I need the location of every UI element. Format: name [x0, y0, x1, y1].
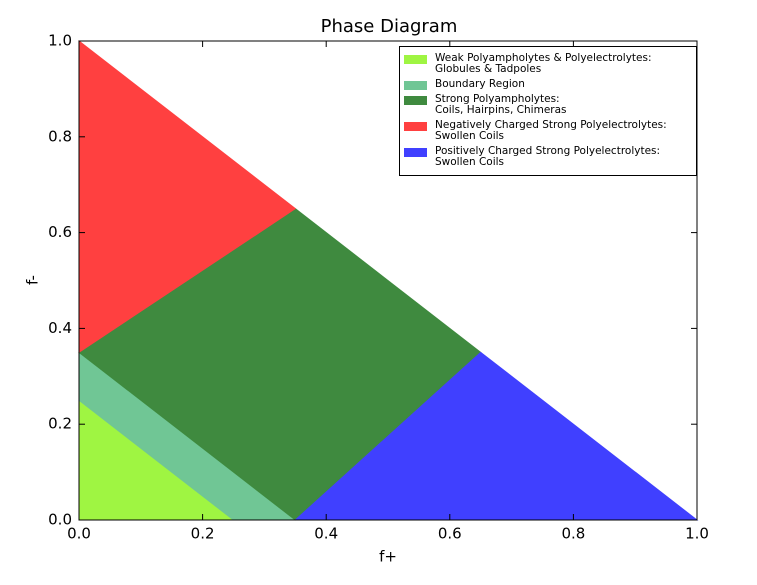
legend-entry: Boundary Region	[404, 79, 696, 90]
y-tick-label: 0.2	[48, 415, 72, 433]
legend-label: Boundary Region	[435, 78, 525, 90]
x-axis-label: f+	[379, 548, 397, 566]
legend-entry: Weak Polyampholytes & Polyelectrolytes: …	[404, 53, 696, 75]
legend-label: Weak Polyampholytes & Polyelectrolytes: …	[435, 52, 652, 75]
legend-label: Negatively Charged Strong Polyelectrolyt…	[435, 119, 667, 142]
plot-frame	[78, 40, 698, 521]
x-tick-label: 0.8	[561, 525, 585, 543]
legend-label: Positively Charged Strong Polyelectrolyt…	[435, 145, 661, 168]
legend-entry: Strong Polyampholytes: Coils, Hairpins, …	[404, 94, 696, 116]
legend-swatch	[404, 122, 427, 131]
y-axis-label: f-	[24, 275, 42, 285]
x-tick-label: 0.6	[438, 525, 462, 543]
x-tick-label: 0.4	[314, 525, 338, 543]
y-tick-label: 1.0	[48, 32, 72, 50]
x-tick-label: 1.0	[685, 525, 709, 543]
x-tick-label: 0.0	[67, 525, 91, 543]
legend-entry: Positively Charged Strong Polyelectrolyt…	[404, 146, 696, 168]
y-tick-label: 0.8	[48, 127, 72, 145]
y-tick-label: 0.6	[48, 223, 72, 241]
legend-swatch	[404, 81, 427, 90]
legend-swatch	[404, 96, 427, 105]
legend-label: Strong Polyampholytes: Coils, Hairpins, …	[435, 93, 567, 116]
legend: Weak Polyampholytes & Polyelectrolytes: …	[399, 46, 697, 176]
legend-swatch	[404, 55, 427, 64]
legend-swatch	[404, 148, 427, 157]
y-tick-label: 0.0	[48, 511, 72, 529]
y-tick-label: 0.4	[48, 319, 72, 337]
x-tick-label: 0.2	[191, 525, 215, 543]
legend-entry: Negatively Charged Strong Polyelectrolyt…	[404, 120, 696, 142]
chart-title: Phase Diagram	[321, 16, 458, 37]
